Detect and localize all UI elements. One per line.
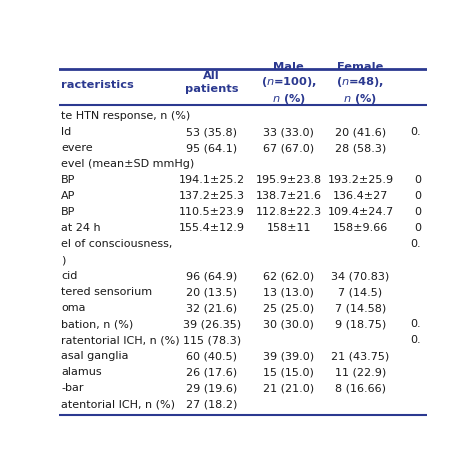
Text: BP: BP <box>61 207 75 217</box>
Text: evel (mean±SD mmHg): evel (mean±SD mmHg) <box>61 159 194 169</box>
Text: 20 (41.6): 20 (41.6) <box>335 127 386 137</box>
Text: 0.: 0. <box>410 319 421 329</box>
Text: 0.: 0. <box>410 127 421 137</box>
Text: ): ) <box>61 255 65 265</box>
Text: 60 (40.5): 60 (40.5) <box>186 351 237 361</box>
Text: 26 (17.6): 26 (17.6) <box>186 367 237 377</box>
Text: 53 (35.8): 53 (35.8) <box>186 127 237 137</box>
Text: ld: ld <box>61 127 71 137</box>
Text: asal ganglia: asal ganglia <box>61 351 128 361</box>
Text: 20 (13.5): 20 (13.5) <box>186 287 237 297</box>
Text: All
patients: All patients <box>185 71 238 94</box>
Text: 0.: 0. <box>410 239 421 249</box>
Text: 0: 0 <box>414 223 421 233</box>
Text: 137.2±25.3: 137.2±25.3 <box>179 191 245 201</box>
Text: 158±9.66: 158±9.66 <box>333 223 388 233</box>
Text: atentorial ICH, n (%): atentorial ICH, n (%) <box>61 400 175 410</box>
Text: 0: 0 <box>414 191 421 201</box>
Text: 112.8±22.3: 112.8±22.3 <box>256 207 322 217</box>
Text: el of consciousness,: el of consciousness, <box>61 239 173 249</box>
Text: 13 (13.0): 13 (13.0) <box>264 287 314 297</box>
Text: 158±11: 158±11 <box>266 223 311 233</box>
Text: 39 (26.35): 39 (26.35) <box>182 319 241 329</box>
Text: 8 (16.66): 8 (16.66) <box>335 383 386 393</box>
Text: 28 (58.3): 28 (58.3) <box>335 143 386 153</box>
Text: 7 (14.58): 7 (14.58) <box>335 303 386 313</box>
Text: 15 (15.0): 15 (15.0) <box>264 367 314 377</box>
Text: 27 (18.2): 27 (18.2) <box>186 400 237 410</box>
Text: bation, n (%): bation, n (%) <box>61 319 133 329</box>
Text: racteristics: racteristics <box>61 81 134 91</box>
Text: 0.: 0. <box>410 335 421 345</box>
Text: 33 (33.0): 33 (33.0) <box>264 127 314 137</box>
Text: Male
($n$=100),
$n$ (%): Male ($n$=100), $n$ (%) <box>261 62 317 106</box>
Text: 11 (22.9): 11 (22.9) <box>335 367 386 377</box>
Text: evere: evere <box>61 143 93 153</box>
Text: 30 (30.0): 30 (30.0) <box>264 319 314 329</box>
Text: 7 (14.5): 7 (14.5) <box>338 287 383 297</box>
Text: 110.5±23.9: 110.5±23.9 <box>179 207 245 217</box>
Text: 21 (43.75): 21 (43.75) <box>331 351 390 361</box>
Text: 0: 0 <box>414 175 421 185</box>
Text: 195.9±23.8: 195.9±23.8 <box>256 175 322 185</box>
Text: 194.1±25.2: 194.1±25.2 <box>179 175 245 185</box>
Text: tered sensorium: tered sensorium <box>61 287 152 297</box>
Text: 0: 0 <box>414 207 421 217</box>
Text: 21 (21.0): 21 (21.0) <box>263 383 314 393</box>
Text: alamus: alamus <box>61 367 102 377</box>
Text: -bar: -bar <box>61 383 83 393</box>
Text: 95 (64.1): 95 (64.1) <box>186 143 237 153</box>
Text: 25 (25.0): 25 (25.0) <box>263 303 314 313</box>
Text: BP: BP <box>61 175 75 185</box>
Text: te HTN response, n (%): te HTN response, n (%) <box>61 111 191 121</box>
Text: 138.7±21.6: 138.7±21.6 <box>256 191 322 201</box>
Text: 193.2±25.9: 193.2±25.9 <box>328 175 393 185</box>
Text: 29 (19.6): 29 (19.6) <box>186 383 237 393</box>
Text: 96 (64.9): 96 (64.9) <box>186 271 237 281</box>
Text: 39 (39.0): 39 (39.0) <box>263 351 314 361</box>
Text: 155.4±12.9: 155.4±12.9 <box>179 223 245 233</box>
Text: 32 (21.6): 32 (21.6) <box>186 303 237 313</box>
Text: 115 (78.3): 115 (78.3) <box>182 335 241 345</box>
Text: at 24 h: at 24 h <box>61 223 100 233</box>
Text: oma: oma <box>61 303 86 313</box>
Text: 62 (62.0): 62 (62.0) <box>263 271 314 281</box>
Text: Female
($n$=48),
$n$ (%): Female ($n$=48), $n$ (%) <box>337 62 384 106</box>
Text: 34 (70.83): 34 (70.83) <box>331 271 390 281</box>
Text: 109.4±24.7: 109.4±24.7 <box>328 207 393 217</box>
Text: 9 (18.75): 9 (18.75) <box>335 319 386 329</box>
Text: AP: AP <box>61 191 75 201</box>
Text: ratentorial ICH, n (%): ratentorial ICH, n (%) <box>61 335 180 345</box>
Text: cid: cid <box>61 271 77 281</box>
Text: 67 (67.0): 67 (67.0) <box>263 143 314 153</box>
Text: 136.4±27: 136.4±27 <box>333 191 388 201</box>
